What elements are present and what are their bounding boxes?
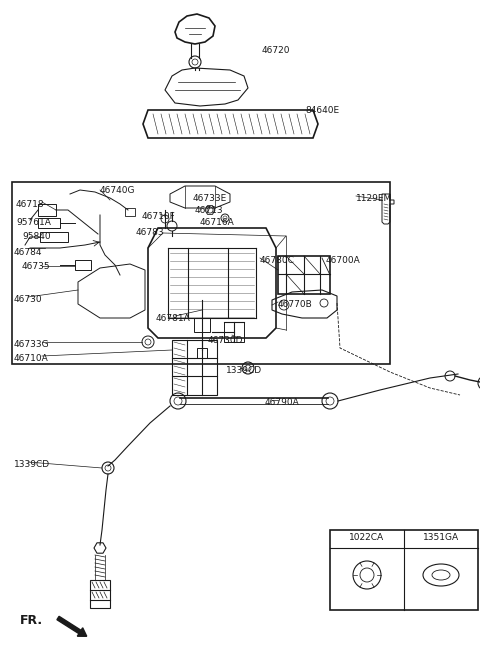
Text: 46716A: 46716A	[200, 218, 235, 227]
Bar	[330, 530, 478, 610]
Bar	[75, 260, 91, 270]
Text: 46720: 46720	[262, 46, 290, 55]
Text: 46780C: 46780C	[260, 256, 295, 265]
Text: 1339CD: 1339CD	[226, 366, 262, 375]
Bar	[125, 208, 135, 216]
Bar	[12, 182, 390, 364]
Text: 46710A: 46710A	[14, 354, 49, 363]
Text: 46783: 46783	[136, 228, 165, 237]
Bar	[172, 340, 217, 395]
Text: 46733E: 46733E	[193, 194, 227, 203]
Text: 46784: 46784	[14, 248, 43, 257]
Text: 46735: 46735	[22, 262, 50, 271]
Text: 1129EM: 1129EM	[356, 194, 392, 203]
Text: 46770B: 46770B	[278, 300, 313, 309]
Text: 46781A: 46781A	[156, 314, 191, 323]
Text: 46730D: 46730D	[208, 336, 243, 345]
Bar	[224, 322, 244, 342]
Text: 1339CD: 1339CD	[14, 460, 50, 469]
Text: 46733G: 46733G	[14, 340, 49, 349]
Bar	[197, 348, 207, 358]
Bar	[90, 580, 110, 608]
Bar	[40, 232, 68, 242]
Text: 46710F: 46710F	[142, 212, 176, 221]
Text: 46718: 46718	[16, 200, 45, 209]
Bar	[38, 218, 60, 228]
Text: 84640E: 84640E	[305, 106, 339, 115]
Text: 46700A: 46700A	[326, 256, 361, 265]
Text: 46713: 46713	[195, 206, 224, 215]
Bar	[194, 318, 210, 332]
Text: 95840: 95840	[22, 232, 50, 241]
Text: 46730: 46730	[14, 295, 43, 304]
Bar	[38, 204, 56, 216]
Text: 1351GA: 1351GA	[423, 533, 459, 543]
Bar	[278, 256, 330, 294]
Text: 46740G: 46740G	[100, 186, 135, 195]
FancyArrow shape	[57, 617, 87, 636]
Text: FR.: FR.	[20, 614, 43, 627]
Text: 46790A: 46790A	[265, 398, 300, 407]
Text: 95761A: 95761A	[16, 218, 51, 227]
Text: 1022CA: 1022CA	[349, 533, 384, 543]
